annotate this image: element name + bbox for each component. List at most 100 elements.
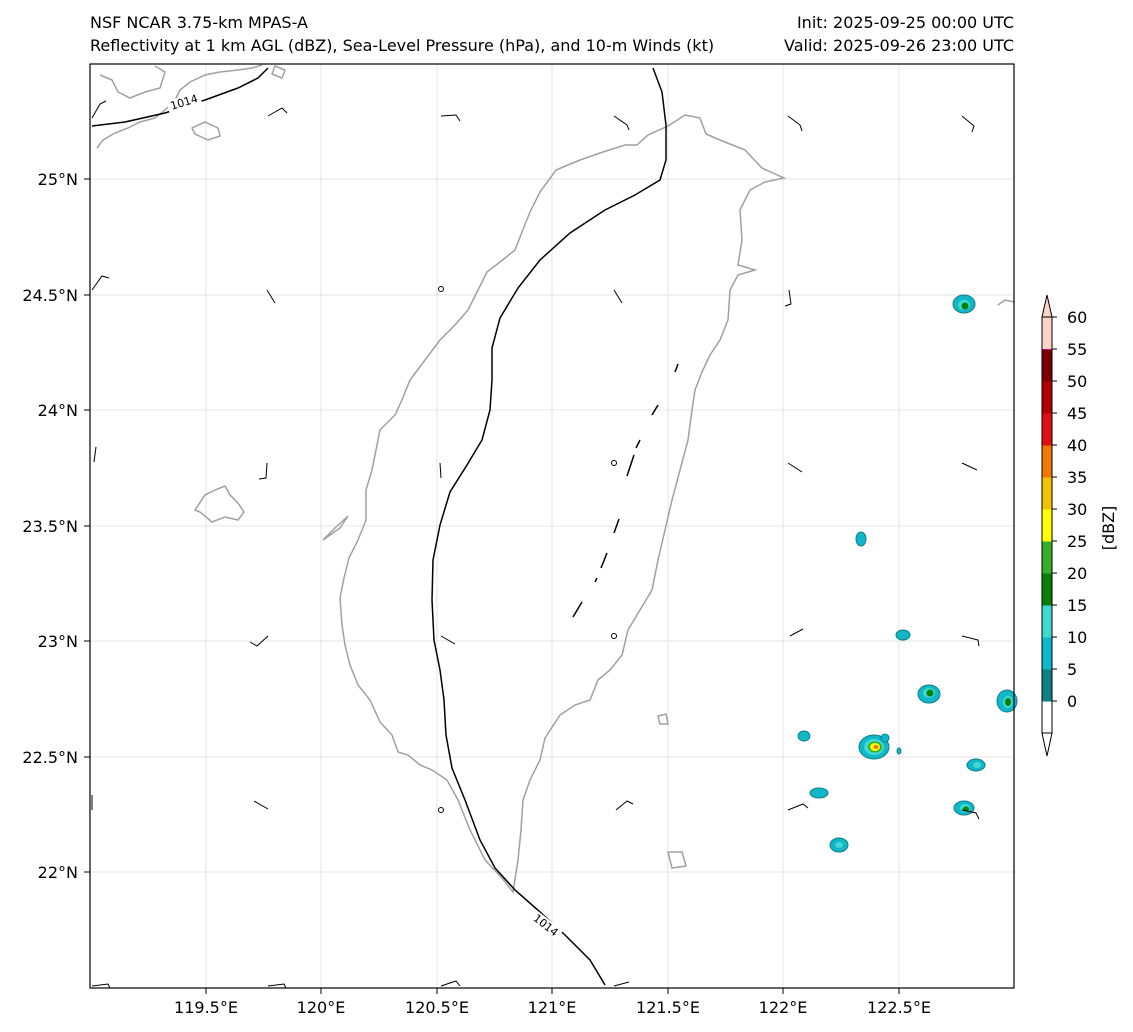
dash-segment bbox=[651, 404, 659, 416]
colorbar-segment bbox=[1042, 317, 1052, 349]
dash-segment bbox=[572, 601, 583, 618]
dash-segment bbox=[674, 363, 679, 373]
model-title: NSF NCAR 3.75-km MPAS-A bbox=[90, 13, 308, 32]
colorbar-tick-label: 30 bbox=[1067, 500, 1087, 519]
wind-barb bbox=[253, 800, 269, 810]
wind-barb bbox=[961, 462, 978, 471]
colorbar-segment bbox=[1042, 445, 1052, 478]
wind-barb bbox=[789, 628, 804, 637]
isobar-label-bg bbox=[528, 909, 564, 941]
isobar-1014-main bbox=[431, 67, 667, 986]
reflectivity-cell bbox=[996, 689, 1018, 713]
wind-barb bbox=[91, 100, 107, 119]
wind-barb bbox=[787, 462, 803, 473]
green-island bbox=[657, 713, 669, 725]
colorbar-tick-label: 45 bbox=[1067, 404, 1087, 423]
wind-barbs bbox=[91, 100, 980, 989]
colorbar-segment bbox=[1042, 573, 1052, 606]
taiwan-coastline bbox=[339, 114, 787, 894]
colorbar-max-arrow bbox=[1041, 294, 1053, 318]
wind-barb bbox=[91, 275, 110, 291]
colorbar-tick-label: 60 bbox=[1067, 308, 1087, 327]
isobar-label-bg bbox=[165, 91, 203, 113]
wind-barb bbox=[961, 115, 975, 133]
colorbar-tick-label: 55 bbox=[1067, 340, 1087, 359]
y-tick-labels: 25°N 24.5°N 24°N 23.5°N 23°N 22.5°N 22°N bbox=[22, 170, 78, 882]
wind-barb bbox=[249, 635, 269, 647]
x-tick-label: 122.5°E bbox=[867, 998, 931, 1017]
dash-segment bbox=[635, 439, 641, 449]
wind-calm-circle bbox=[611, 460, 617, 466]
reflectivity-cell bbox=[895, 629, 911, 641]
penghu-west bbox=[322, 515, 349, 541]
x-tick-label: 121.5°E bbox=[636, 998, 700, 1017]
colorbar-tick-label: 0 bbox=[1067, 692, 1077, 711]
colorbar-segments bbox=[1042, 317, 1052, 733]
wind-barb bbox=[267, 983, 287, 989]
wind-barb bbox=[439, 462, 442, 479]
colorbar-tick-label: 5 bbox=[1067, 660, 1077, 679]
wind-calm-circle bbox=[611, 633, 617, 639]
wind-barb bbox=[440, 635, 456, 645]
x-tick-label: 122°E bbox=[759, 998, 808, 1017]
reflectivity-cell bbox=[797, 730, 811, 742]
reflectivity-cell bbox=[952, 294, 976, 314]
fields-subtitle: Reflectivity at 1 km AGL (dBZ), Sea-Leve… bbox=[90, 36, 715, 55]
wind-barb bbox=[613, 115, 630, 131]
colorbar-segment bbox=[1042, 637, 1052, 670]
reflectivity-cell bbox=[809, 787, 829, 799]
colorbar-tick-label: 15 bbox=[1067, 596, 1087, 615]
colorbar-title: [dBZ] bbox=[1099, 506, 1118, 551]
reflectivity-cell bbox=[966, 758, 986, 772]
colorbar-segment bbox=[1042, 349, 1052, 382]
y-tick-label: 25°N bbox=[38, 170, 78, 189]
y-tick-label: 24.5°N bbox=[22, 286, 78, 305]
colorbar-frame bbox=[1041, 316, 1053, 734]
init-time: Init: 2025-09-25 00:00 UTC bbox=[796, 13, 1014, 32]
wind-barb bbox=[266, 289, 276, 304]
colorbar-segment bbox=[1042, 477, 1052, 510]
wind-barb bbox=[93, 446, 97, 463]
wind-barb bbox=[961, 635, 980, 647]
wind-barb bbox=[440, 114, 461, 122]
valid-time: Valid: 2025-09-26 23:00 UTC bbox=[783, 36, 1014, 55]
reflectivity-cell bbox=[858, 733, 890, 760]
colorbar-segment bbox=[1042, 509, 1052, 542]
orchid-island bbox=[667, 851, 687, 869]
wind-barb bbox=[615, 800, 634, 811]
dash-segment bbox=[613, 518, 620, 534]
colorbar-tick-label: 50 bbox=[1067, 372, 1087, 391]
x-tick-label: 120.5°E bbox=[405, 998, 469, 1017]
y-tick-label: 22°N bbox=[38, 863, 78, 882]
wind-barb bbox=[258, 462, 268, 480]
isobar-1014-north bbox=[91, 67, 269, 127]
china-islands bbox=[99, 65, 286, 141]
colorbar-segment bbox=[1042, 413, 1052, 446]
colorbar-tick-label: 10 bbox=[1067, 628, 1087, 647]
wind-barb bbox=[91, 983, 111, 989]
axis-ticks bbox=[84, 178, 900, 994]
wind-barb bbox=[267, 107, 288, 117]
wind-barb bbox=[784, 289, 792, 307]
coastlines bbox=[96, 64, 1015, 894]
y-tick-label: 23°N bbox=[38, 632, 78, 651]
colorbar-tick-label: 25 bbox=[1067, 532, 1087, 551]
reflectivity-cell bbox=[855, 531, 867, 547]
yonaguni-coast bbox=[997, 299, 1015, 306]
colorbar: 0 5 10 15 20 25 30 35 40 45 50 55 60 [dBZ] bbox=[1041, 294, 1118, 757]
dash-segment bbox=[594, 577, 598, 583]
colorbar-tick-label: 35 bbox=[1067, 468, 1087, 487]
gridlines bbox=[90, 64, 1014, 988]
x-tick-label: 120°E bbox=[297, 998, 346, 1017]
colorbar-tick-labels: 0 5 10 15 20 25 30 35 40 45 50 55 60 bbox=[1052, 308, 1087, 711]
reflectivity-cell bbox=[896, 747, 902, 755]
wind-barb bbox=[440, 980, 461, 987]
colorbar-segment bbox=[1042, 381, 1052, 414]
reflectivity-cell bbox=[953, 800, 975, 816]
dash-segment bbox=[600, 552, 608, 569]
colorbar-tick-label: 40 bbox=[1067, 436, 1087, 455]
colorbar-segment bbox=[1042, 701, 1052, 733]
dash-segment bbox=[626, 454, 635, 477]
wind-barb bbox=[787, 115, 803, 132]
